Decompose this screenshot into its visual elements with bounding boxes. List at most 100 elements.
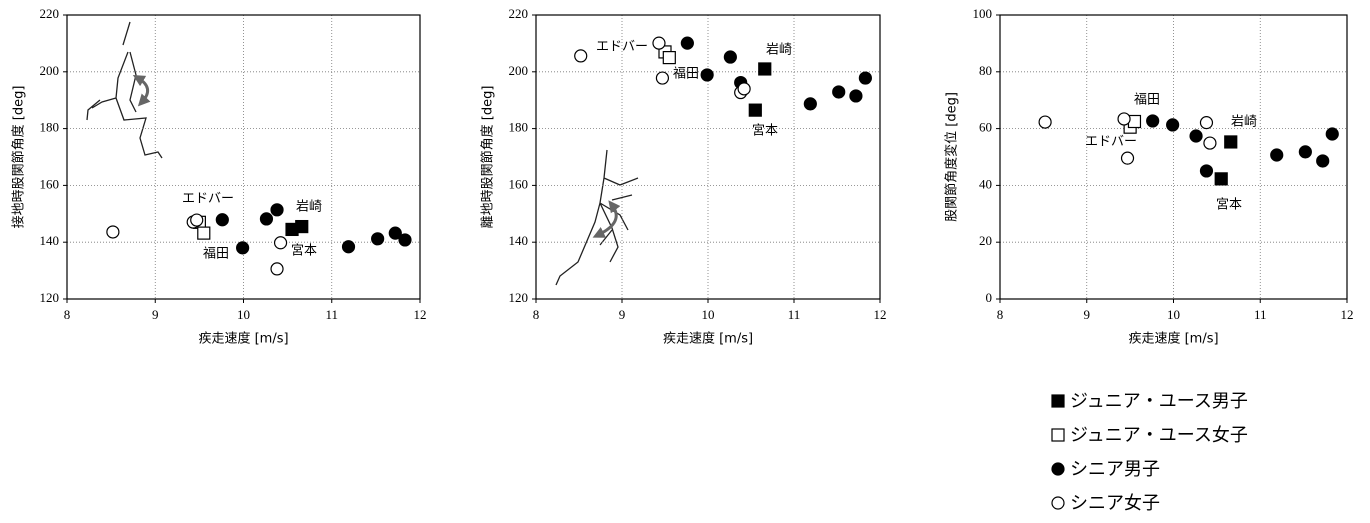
legend-label: シニア男子 xyxy=(1070,459,1160,480)
y-axis-label: 離地時股関節角度 [deg] xyxy=(480,86,496,229)
y-axis-label: 接地時股関節角度 [deg] xyxy=(11,86,27,229)
marker xyxy=(190,213,204,227)
marker xyxy=(574,49,588,63)
annotation: 宮本 xyxy=(291,243,317,259)
x-tick-label: 12 xyxy=(414,307,427,322)
marker xyxy=(1199,116,1214,130)
y-tick-label: 80 xyxy=(979,63,992,78)
y-tick-label: 180 xyxy=(40,120,60,135)
annotation: 岩崎 xyxy=(296,200,322,215)
plot-frame xyxy=(66,14,421,300)
marker xyxy=(1270,148,1284,162)
marker xyxy=(1051,428,1065,442)
marker xyxy=(1051,496,1065,510)
marker xyxy=(106,225,120,239)
annotation: 宮本 xyxy=(1216,197,1242,213)
marker xyxy=(259,212,274,226)
marker xyxy=(680,36,694,50)
marker xyxy=(737,82,751,96)
y-tick-label: 0 xyxy=(986,290,993,305)
marker xyxy=(655,71,670,85)
marker xyxy=(662,50,676,65)
x-tick-label: 9 xyxy=(1084,307,1091,322)
annotation: 福田 xyxy=(673,67,699,82)
marker xyxy=(1051,462,1065,476)
x-tick-label: 9 xyxy=(619,307,626,322)
x-tick-label: 10 xyxy=(702,307,715,322)
marker xyxy=(1117,112,1131,126)
x-tick-label: 8 xyxy=(533,307,540,322)
y-tick-label: 220 xyxy=(40,6,60,21)
marker xyxy=(1325,127,1339,141)
marker xyxy=(197,226,211,240)
x-tick-label: 11 xyxy=(788,307,801,322)
marker xyxy=(1166,118,1180,132)
y-tick-label: 60 xyxy=(979,120,992,135)
marker xyxy=(1224,135,1238,149)
x-axis-label: 疾走速度 [m/s] xyxy=(663,331,753,347)
annotation: 福田 xyxy=(1134,93,1160,108)
marker xyxy=(273,236,288,250)
marker xyxy=(236,241,250,255)
y-tick-label: 160 xyxy=(509,176,529,191)
marker xyxy=(1146,114,1160,128)
y-tick-label: 20 xyxy=(979,233,992,248)
stick-figure-touchdown xyxy=(86,21,163,159)
x-tick-label: 11 xyxy=(325,307,338,322)
plot-frame xyxy=(535,14,881,300)
y-tick-label: 140 xyxy=(40,233,60,248)
marker xyxy=(1199,164,1214,178)
marker xyxy=(215,213,229,227)
x-tick-label: 12 xyxy=(874,307,887,322)
x-tick-label: 8 xyxy=(64,307,71,322)
annotation: エドバー xyxy=(182,192,234,207)
marker xyxy=(1051,394,1065,408)
marker xyxy=(858,71,872,85)
marker xyxy=(1214,172,1228,186)
plot-frame xyxy=(999,14,1348,300)
annotation: 福田 xyxy=(203,247,229,262)
y-tick-label: 200 xyxy=(40,63,60,78)
annotation: 宮本 xyxy=(752,123,778,139)
y-tick-label: 120 xyxy=(40,290,60,305)
x-tick-label: 12 xyxy=(1341,307,1354,322)
stick-figure-takeoff xyxy=(555,149,639,286)
marker xyxy=(1203,136,1217,150)
y-tick-label: 140 xyxy=(509,233,529,248)
x-tick-label: 8 xyxy=(997,307,1004,322)
y-tick-label: 180 xyxy=(509,120,529,135)
marker xyxy=(1316,154,1330,168)
marker xyxy=(723,50,737,64)
x-axis-label: 疾走速度 [m/s] xyxy=(198,331,288,347)
marker xyxy=(803,97,817,111)
y-tick-label: 100 xyxy=(973,6,993,21)
marker xyxy=(295,219,309,234)
annotation: 岩崎 xyxy=(766,43,792,58)
marker xyxy=(1038,115,1052,129)
y-axis-label: 股関節角度変位 [deg] xyxy=(944,92,960,222)
marker xyxy=(1298,145,1312,159)
marker xyxy=(652,36,666,50)
x-axis-label: 疾走速度 [m/s] xyxy=(1128,331,1218,347)
marker xyxy=(700,68,714,82)
marker xyxy=(371,232,385,246)
y-tick-label: 220 xyxy=(509,6,529,21)
annotation: エドバー xyxy=(1085,135,1137,150)
marker xyxy=(1120,151,1135,165)
marker xyxy=(849,89,863,103)
marker xyxy=(270,262,284,276)
x-tick-label: 9 xyxy=(152,307,159,322)
marker xyxy=(748,103,762,117)
legend-label: シニア女子 xyxy=(1070,493,1160,514)
marker xyxy=(832,85,846,99)
y-tick-label: 160 xyxy=(40,176,60,191)
marker xyxy=(270,203,284,217)
legend-label: ジュニア・ユース女子 xyxy=(1070,425,1248,446)
x-tick-label: 10 xyxy=(237,307,250,322)
x-tick-label: 10 xyxy=(1167,307,1180,322)
marker xyxy=(388,226,402,240)
marker xyxy=(758,62,772,76)
